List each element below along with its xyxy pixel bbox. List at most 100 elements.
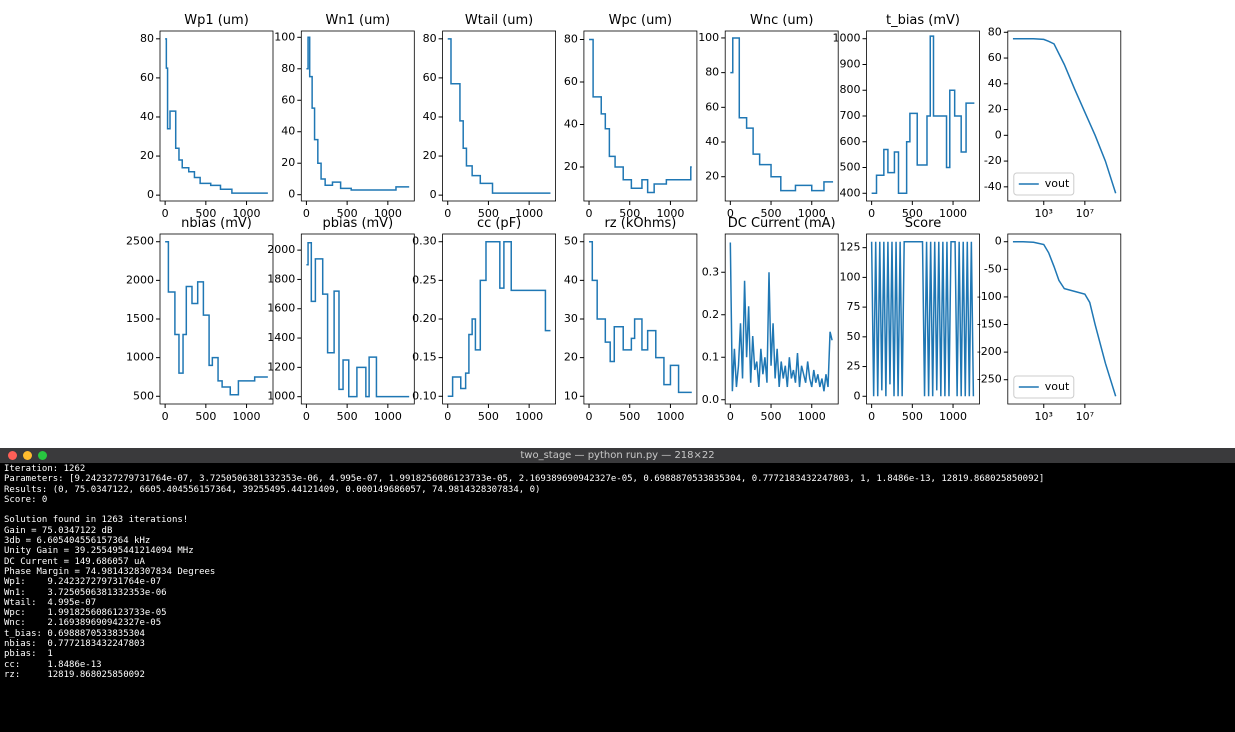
terminal-line: Iteration: 1262	[4, 464, 1235, 474]
y-tick-label: 80	[281, 62, 295, 75]
x-tick-label: 500	[902, 410, 923, 423]
y-tick-label: 2500	[126, 235, 154, 248]
terminal-line: cc: 1.8486e-13	[4, 660, 1235, 670]
y-tick-label: 0.10	[412, 389, 437, 402]
legend-label: vout	[1045, 380, 1070, 393]
chart-title: Wtail (um)	[465, 13, 533, 28]
y-tick-label: 0	[288, 188, 295, 201]
terminal-line: Solution found in 1263 iterations!	[4, 515, 1235, 525]
y-tick-label: 500	[133, 389, 154, 402]
data-line	[165, 242, 268, 395]
y-tick-label: 40	[564, 118, 578, 131]
chart-title: Wp1 (um)	[184, 13, 249, 28]
y-tick-label: 20	[281, 156, 295, 169]
y-tick-label: 80	[705, 66, 719, 79]
terminal: two_stage — python run.py — 218×22 Itera…	[0, 448, 1235, 732]
y-tick-label: 0.20	[412, 312, 437, 325]
y-tick-label: -150	[977, 318, 1002, 331]
y-tick-label: 0	[854, 389, 861, 402]
y-tick-label: 0.25	[412, 273, 437, 286]
data-line	[589, 242, 692, 393]
x-tick-label: 500	[619, 410, 640, 423]
y-tick-label: 125	[840, 241, 861, 254]
terminal-line: Wp1: 9.242327279731764e-07	[4, 577, 1235, 587]
data-line	[872, 242, 974, 397]
y-tick-label: -250	[977, 373, 1002, 386]
terminal-line: Wtail: 4.995e-07	[4, 598, 1235, 608]
y-tick-label: 0.2	[702, 308, 720, 321]
chart-title: Wpc (um)	[609, 13, 672, 28]
x-tick-label: 500	[195, 410, 216, 423]
y-tick-label: -100	[977, 290, 1002, 303]
y-tick-label: 0	[147, 188, 154, 201]
data-line	[448, 39, 551, 193]
plot-frame	[301, 31, 414, 201]
x-tick-label: 1000	[233, 410, 261, 423]
y-tick-label: 600	[840, 135, 861, 148]
y-tick-label: 80	[423, 32, 437, 45]
x-tick-label: 10⁷	[1076, 207, 1094, 220]
terminal-line: Gain = 75.0347122 dB	[4, 526, 1235, 536]
y-tick-label: -20	[984, 154, 1002, 167]
minimize-button[interactable]	[23, 451, 32, 460]
x-tick-label: 1000	[374, 410, 402, 423]
data-line	[1013, 242, 1116, 397]
y-tick-label: 80	[564, 33, 578, 46]
x-tick-label: 0	[303, 410, 310, 423]
x-tick-label: 1000	[798, 410, 826, 423]
terminal-line: nbias: 0.7772183432247803	[4, 639, 1235, 649]
y-tick-label: 40	[281, 125, 295, 138]
terminal-title: two_stage — python run.py — 218×22	[520, 450, 714, 461]
y-tick-label: 1000	[126, 351, 154, 364]
x-tick-label: 0	[444, 410, 451, 423]
data-line	[730, 243, 832, 392]
close-button[interactable]	[8, 451, 17, 460]
terminal-line: Score: 0	[4, 495, 1235, 505]
y-tick-label: 500	[840, 161, 861, 174]
y-tick-label: 2000	[126, 273, 154, 286]
terminal-line: DC Current = 149.686057 uA	[4, 557, 1235, 567]
y-tick-label: 1800	[267, 272, 295, 285]
x-tick-label: 0	[868, 207, 875, 220]
y-tick-label: 1000	[267, 390, 295, 403]
y-tick-label: 100	[698, 31, 719, 44]
y-tick-label: 60	[705, 100, 719, 113]
y-tick-label: 1400	[267, 331, 295, 344]
y-tick-label: 0.1	[702, 350, 720, 363]
chart-title: DC Current (mA)	[728, 216, 836, 231]
y-tick-label: 60	[564, 75, 578, 88]
zoom-button[interactable]	[38, 451, 47, 460]
x-tick-label: 0	[162, 410, 169, 423]
y-tick-label: 400	[840, 186, 861, 199]
y-tick-label: 0	[995, 128, 1002, 141]
terminal-line: Wnc: 2.169389690942327e-05	[4, 618, 1235, 628]
y-tick-label: 10	[564, 389, 578, 402]
y-tick-label: 20	[705, 170, 719, 183]
x-tick-label: 0	[162, 207, 169, 220]
terminal-line: rz: 12819.868025850092	[4, 670, 1235, 680]
x-tick-label: 0	[586, 207, 593, 220]
y-tick-label: 1000	[833, 32, 861, 45]
y-tick-label: 0	[995, 235, 1002, 248]
y-tick-label: 20	[564, 160, 578, 173]
y-tick-label: 60	[281, 93, 295, 106]
terminal-line: Unity Gain = 39.255495441214094 MHz	[4, 546, 1235, 556]
y-tick-label: 0.0	[702, 393, 720, 406]
x-tick-label: 1000	[939, 207, 967, 220]
data-line	[872, 36, 975, 193]
x-tick-label: 1000	[656, 410, 684, 423]
x-tick-label: 0	[868, 410, 875, 423]
y-tick-label: 40	[988, 77, 1002, 90]
terminal-line: Phase Margin = 74.9814328307834 Degrees	[4, 567, 1235, 577]
terminal-line: Parameters: [9.242327279731764e-07, 3.72…	[4, 474, 1235, 484]
y-tick-label: 1500	[126, 312, 154, 325]
x-tick-label: 10³	[1035, 410, 1053, 423]
chart-title: nbias (mV)	[181, 216, 252, 231]
chart-title: t_bias (mV)	[886, 13, 960, 28]
x-tick-label: 0	[727, 410, 734, 423]
terminal-line: t_bias: 0.6988870533835304	[4, 629, 1235, 639]
data-line	[165, 39, 268, 193]
y-tick-label: 50	[847, 330, 861, 343]
x-tick-label: 10⁷	[1076, 410, 1094, 423]
